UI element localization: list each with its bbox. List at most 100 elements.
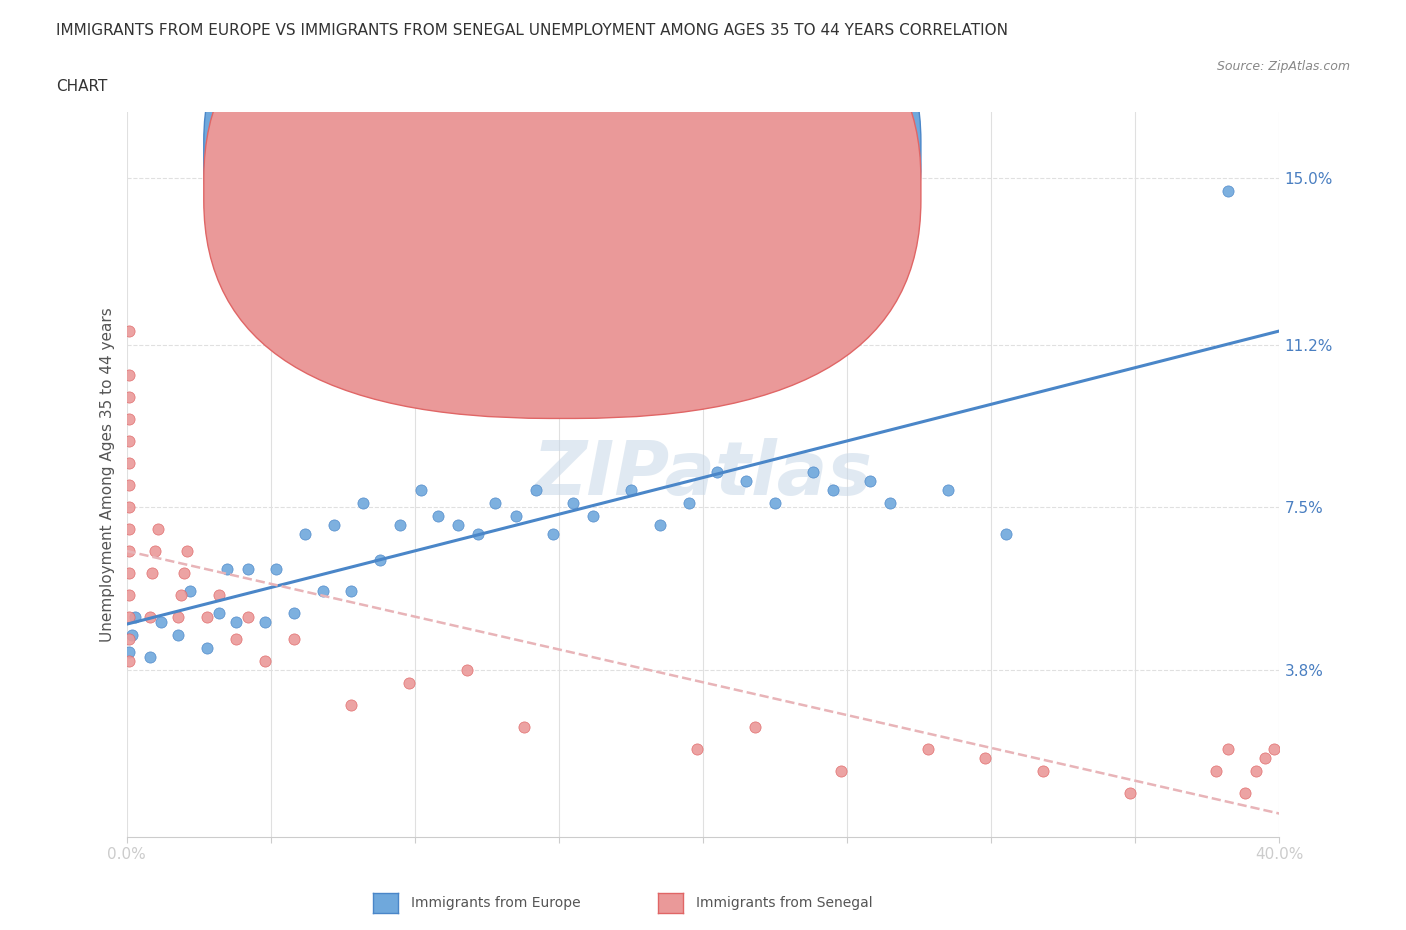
Point — [1263, 741, 1285, 756]
FancyBboxPatch shape — [527, 124, 886, 219]
Point — [620, 483, 643, 498]
Point — [283, 631, 305, 646]
Point — [1233, 786, 1256, 801]
FancyBboxPatch shape — [204, 0, 921, 418]
Point — [974, 751, 997, 765]
Point — [484, 496, 506, 511]
Point — [389, 517, 412, 532]
Point — [145, 544, 166, 559]
Point — [150, 614, 173, 629]
Point — [118, 565, 141, 580]
Point — [426, 509, 449, 524]
Point — [217, 562, 239, 577]
Point — [398, 676, 420, 691]
Point — [467, 526, 489, 541]
Point — [118, 654, 141, 669]
Point — [121, 628, 143, 643]
Point — [1254, 751, 1277, 765]
Point — [821, 483, 844, 498]
Point — [917, 741, 939, 756]
Point — [294, 526, 316, 541]
Point — [311, 583, 333, 598]
Point — [195, 610, 218, 625]
Point — [1032, 764, 1054, 778]
Point — [253, 654, 276, 669]
Point — [340, 698, 363, 712]
Point — [225, 631, 247, 646]
Point — [118, 390, 141, 405]
Point — [118, 644, 141, 659]
Point — [735, 473, 758, 488]
Point — [118, 588, 141, 603]
Point — [513, 720, 536, 735]
Point — [195, 641, 218, 656]
Text: IMMIGRANTS FROM EUROPE VS IMMIGRANTS FROM SENEGAL UNEMPLOYMENT AMONG AGES 35 TO : IMMIGRANTS FROM EUROPE VS IMMIGRANTS FRO… — [56, 23, 1008, 38]
Point — [118, 499, 141, 514]
Point — [118, 368, 141, 383]
Point — [763, 496, 786, 511]
Point — [236, 562, 259, 577]
Point — [524, 483, 547, 498]
Point — [409, 483, 432, 498]
Point — [1118, 786, 1140, 801]
Point — [562, 496, 585, 511]
Point — [340, 583, 363, 598]
Point — [167, 610, 190, 625]
Point — [994, 526, 1017, 541]
Point — [1216, 183, 1239, 198]
Point — [352, 496, 374, 511]
Text: R =  0.403   N = 46: R = 0.403 N = 46 — [588, 144, 761, 159]
Point — [744, 720, 766, 735]
Point — [208, 588, 231, 603]
Point — [118, 434, 141, 449]
Point — [686, 741, 709, 756]
Text: Source: ZipAtlas.com: Source: ZipAtlas.com — [1216, 60, 1350, 73]
Point — [118, 478, 141, 493]
Point — [879, 496, 901, 511]
Point — [368, 552, 391, 567]
Point — [118, 324, 141, 339]
Point — [118, 544, 141, 559]
Point — [283, 605, 305, 620]
Point — [1205, 764, 1227, 778]
Point — [141, 565, 163, 580]
Point — [124, 610, 146, 625]
Point — [678, 496, 700, 511]
Point — [170, 588, 193, 603]
Point — [456, 662, 478, 677]
Point — [830, 764, 852, 778]
Text: ZIPatlas: ZIPatlas — [533, 438, 873, 511]
Y-axis label: Unemployment Among Ages 35 to 44 years: Unemployment Among Ages 35 to 44 years — [100, 307, 115, 642]
Point — [167, 628, 190, 643]
Point — [1216, 741, 1239, 756]
Point — [179, 583, 201, 598]
Point — [148, 522, 170, 537]
Point — [138, 649, 160, 664]
Point — [936, 483, 959, 498]
Point — [176, 544, 198, 559]
Point — [859, 473, 882, 488]
Text: Immigrants from Senegal: Immigrants from Senegal — [696, 896, 873, 910]
Point — [208, 605, 231, 620]
Point — [118, 631, 141, 646]
Point — [118, 522, 141, 537]
Point — [173, 565, 195, 580]
Point — [266, 562, 288, 577]
Point — [648, 517, 671, 532]
Text: Immigrants from Europe: Immigrants from Europe — [411, 896, 581, 910]
Point — [1246, 764, 1268, 778]
Point — [447, 517, 470, 532]
Point — [118, 412, 141, 427]
Point — [253, 614, 276, 629]
Text: CHART: CHART — [56, 79, 108, 94]
Point — [706, 465, 728, 480]
Text: R = -0.042   N = 46: R = -0.042 N = 46 — [588, 180, 761, 195]
Point — [763, 236, 786, 251]
Point — [118, 456, 141, 471]
Point — [582, 509, 605, 524]
Point — [505, 509, 527, 524]
Point — [541, 526, 564, 541]
Point — [236, 610, 259, 625]
FancyBboxPatch shape — [204, 0, 921, 382]
Point — [225, 614, 247, 629]
